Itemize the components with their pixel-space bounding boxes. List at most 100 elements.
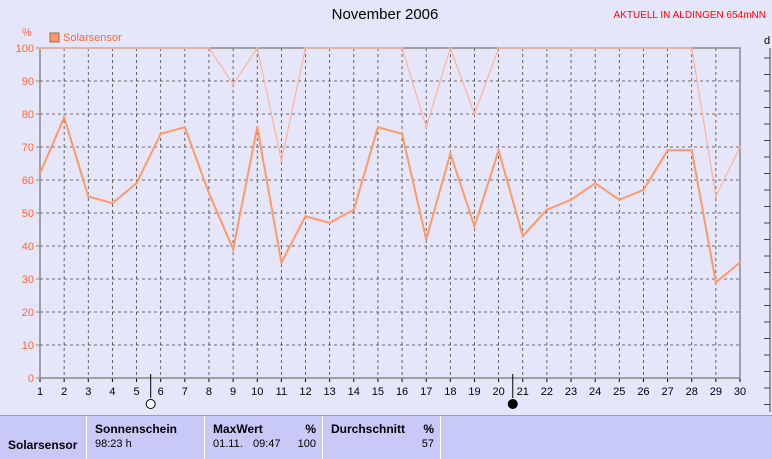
x-tick-label: 22 [541,386,553,398]
data-point-maximum [569,46,573,50]
x-tick-label: 17 [420,386,432,398]
x-tick-label: 5 [133,386,139,398]
maxwert-value: 100 [297,438,316,450]
data-point-maximum [642,46,645,50]
x-tick-label: 25 [613,386,625,398]
sonnenschein-header: Sonnenschein [95,422,178,436]
y-tick-label: 30 [22,274,34,286]
y-tick-label: 90 [22,76,34,88]
data-point-average [714,281,718,284]
x-tick-label: 7 [182,386,188,398]
legend-label: Solarsensor [63,32,122,44]
stats-panel: Solarsensor Sonnenschein 98:23 h MaxWert… [0,415,772,459]
x-tick-label: 2 [61,386,67,398]
new-moon-icon [507,399,518,409]
data-point-maximum [280,159,283,162]
x-tick-label: 3 [85,386,91,398]
data-point-maximum [545,46,549,50]
x-tick-label: 28 [686,386,698,398]
data-point-average [231,248,235,251]
stats-row-label: Solarsensor [8,438,78,452]
x-tick-label: 14 [348,386,360,398]
data-point-average [521,234,524,238]
maxwert-unit: % [305,422,316,436]
right-axis-label: d [764,35,770,47]
data-point-average [159,132,162,135]
sonnenschein-value: 98:23 h [95,438,132,450]
stats-empty-cell [440,416,762,459]
data-point-maximum [304,46,307,50]
x-tick-label: 6 [158,386,164,398]
data-point-average [569,198,573,201]
y-tick-label: 50 [22,208,34,220]
data-point-maximum [400,46,404,50]
durchschnitt-cell: Durchschnitt % 57 [322,416,440,459]
data-point-maximum [666,46,669,50]
sonnenschein-cell: Sonnenschein 98:23 h [86,416,204,459]
series-line-maximum [40,46,741,199]
data-point-average [473,225,476,228]
x-tick-label: 1 [37,386,43,398]
durchschnitt-value: 57 [421,438,434,450]
x-tick-label: 9 [230,386,236,398]
data-point-maximum [738,145,742,149]
data-point-average [376,126,380,129]
maxwert-date: 01.11. [213,438,243,450]
data-point-average [38,172,42,175]
chart-area: November 2006 AKTUELL IN ALDINGEN 654mNN… [16,6,771,412]
data-point-average [256,126,259,129]
data-point-average [400,132,404,135]
y-axis-label: % [22,27,32,39]
x-tick-label: 26 [637,386,649,398]
data-point-average [497,149,500,152]
x-tick-label: 24 [589,386,601,398]
stats-row-label-cell: Solarsensor [0,416,86,459]
data-point-average [328,221,331,225]
x-tick-label: 10 [251,386,263,398]
data-point-maximum [62,46,66,50]
x-tick-label: 13 [324,386,336,398]
station-label: AKTUELL IN ALDINGEN 654mNN [613,10,766,21]
data-point-maximum [207,46,211,50]
data-point-average [449,152,452,155]
data-point-average [183,126,187,129]
x-tick-label: 11 [276,386,287,398]
x-tick-label: 15 [372,386,384,398]
legend-swatch [49,32,60,43]
data-point-average [593,182,597,185]
x-tick-label: 30 [734,386,746,398]
data-point-maximum [87,46,90,50]
data-point-average [690,149,693,152]
data-point-average [666,149,669,152]
data-point-maximum [159,46,162,50]
data-point-maximum [352,46,355,50]
page-title: November 2006 [331,6,439,23]
y-tick-label: 10 [22,340,34,352]
data-point-maximum [38,46,42,50]
durchschnitt-unit: % [423,422,434,436]
data-point-maximum [425,126,428,129]
data-point-maximum [497,46,500,50]
x-tick-label: 21 [517,386,529,398]
y-tick-label: 60 [22,175,34,187]
x-tick-label: 20 [492,386,504,398]
data-point-average [135,182,138,185]
data-point-average [87,195,90,198]
data-point-average [304,215,307,218]
data-point-maximum [473,112,476,116]
data-point-maximum [690,46,693,50]
y-tick-label: 40 [22,241,34,253]
maxwert-header: MaxWert [213,422,263,436]
data-point-average [352,208,355,211]
x-tick-label: 29 [710,386,722,398]
y-tick-label: 80 [22,109,34,121]
durchschnitt-header: Durchschnitt [331,422,406,436]
x-tick-label: 12 [299,386,311,398]
data-point-average [618,198,621,201]
y-tick-label: 100 [16,43,34,55]
data-point-average [425,238,428,241]
data-point-average [207,192,211,195]
data-point-maximum [521,46,524,50]
data-point-maximum [328,46,331,50]
data-point-average [111,201,114,205]
